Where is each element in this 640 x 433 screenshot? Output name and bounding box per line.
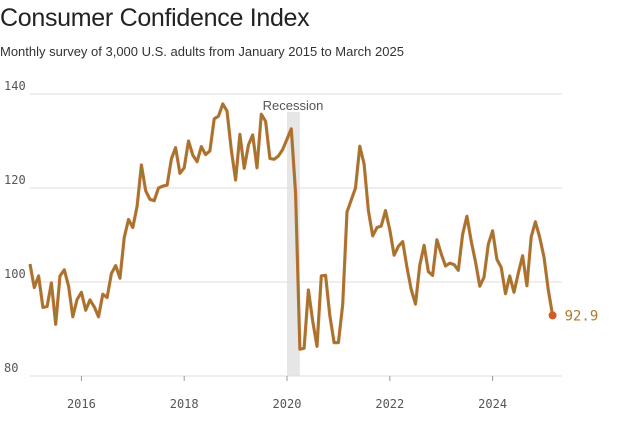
chart-title: Consumer Confidence Index [0,4,310,32]
last-point-marker [548,311,557,320]
x-tick-label: 2018 [170,397,199,411]
x-tick-label: 2022 [375,397,404,411]
x-tick-label: 2020 [273,397,302,411]
last-value-label: 92.9 [565,308,599,324]
chart-subtitle: Monthly survey of 3,000 U.S. adults from… [0,44,404,59]
y-tick-label: 140 [4,79,26,93]
x-tick-label: 2016 [67,397,96,411]
y-tick-label: 120 [4,173,26,187]
series-line [29,102,554,351]
x-tick-label: 2024 [478,397,507,411]
recession-band [287,112,300,376]
recession-label: Recession [263,98,324,113]
y-tick-label: 80 [4,361,18,375]
y-tick-label: 100 [4,267,26,281]
